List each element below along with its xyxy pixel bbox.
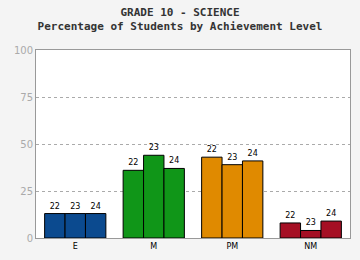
svg-text:24: 24 xyxy=(91,202,101,211)
svg-text:24: 24 xyxy=(248,149,258,158)
svg-text:24: 24 xyxy=(326,209,336,218)
svg-text:0: 0 xyxy=(27,233,33,244)
svg-text:M: M xyxy=(150,242,157,251)
svg-text:23: 23 xyxy=(149,143,159,152)
svg-text:23: 23 xyxy=(70,202,80,211)
svg-text:100: 100 xyxy=(14,45,33,56)
svg-text:22: 22 xyxy=(50,202,60,211)
svg-text:50: 50 xyxy=(20,139,33,150)
svg-text:22: 22 xyxy=(207,145,217,154)
svg-text:23: 23 xyxy=(227,153,237,162)
svg-text:25: 25 xyxy=(20,186,33,197)
svg-text:PM: PM xyxy=(226,242,238,251)
svg-text:22: 22 xyxy=(128,158,138,167)
svg-text:E: E xyxy=(73,242,78,251)
svg-text:GRADE 10 - SCIENCEPercentage o: GRADE 10 - SCIENCEPercentage of Students… xyxy=(38,6,323,33)
svg-text:75: 75 xyxy=(20,92,33,103)
svg-text:24: 24 xyxy=(169,156,179,165)
svg-text:NM: NM xyxy=(304,242,317,251)
svg-text:22: 22 xyxy=(285,211,295,220)
svg-text:23: 23 xyxy=(306,218,316,227)
